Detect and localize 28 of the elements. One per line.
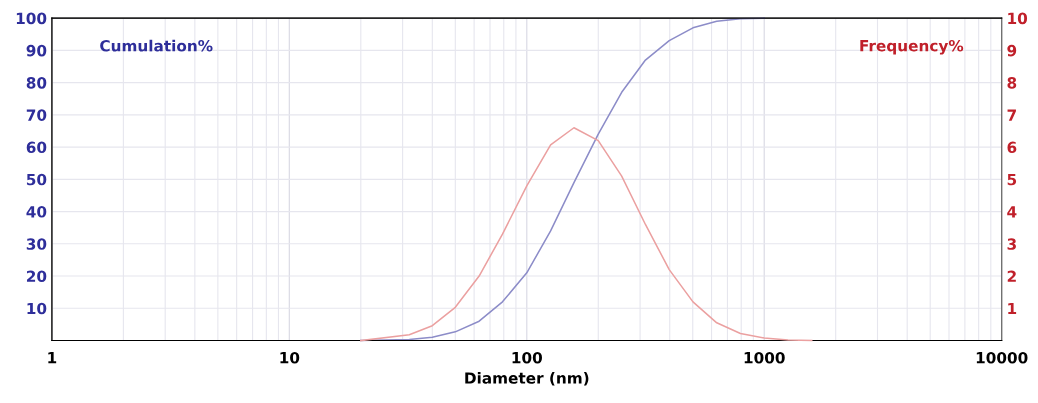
x-tick-label: 10000 [976,351,1028,364]
y2-tick-label: 10 [1008,12,1028,25]
y-axis-title: Cumulation% [100,39,213,52]
y2-tick-label: 2 [1007,270,1016,282]
y2-tick-label: 6 [1007,141,1017,154]
y-tick-label: 10 [27,302,47,315]
y2-tick-label: 5 [1007,174,1017,186]
x-tick-label: 100 [512,351,542,364]
y-tick-label: 20 [26,270,47,283]
y2-tick-label: 7 [1007,109,1016,121]
y2-tick-label: 9 [1007,44,1017,57]
y-tick-label: 100 [16,12,47,25]
y-tick-label: 30 [26,238,47,250]
y2-tick-label: 8 [1007,77,1017,89]
x-tick-label: 1000 [744,351,785,364]
x-tick-label: 1 [48,352,57,364]
y-tick-label: 50 [26,173,47,186]
y-tick-label: 60 [26,141,47,154]
x-tick-label: 10 [280,351,300,364]
y-tick-label: 70 [26,109,47,121]
y2-tick-label: 4 [1007,206,1017,218]
y-tick-label: 90 [26,44,47,57]
y-tick-label: 40 [26,206,47,218]
y2-tick-label: 1 [1008,302,1017,315]
y2-tick-label: 3 [1007,238,1016,250]
x-axis-title: Diameter (nm) [465,371,589,386]
y-tick-label: 80 [26,77,47,89]
y2-axis-title: Frequency% [860,39,964,55]
